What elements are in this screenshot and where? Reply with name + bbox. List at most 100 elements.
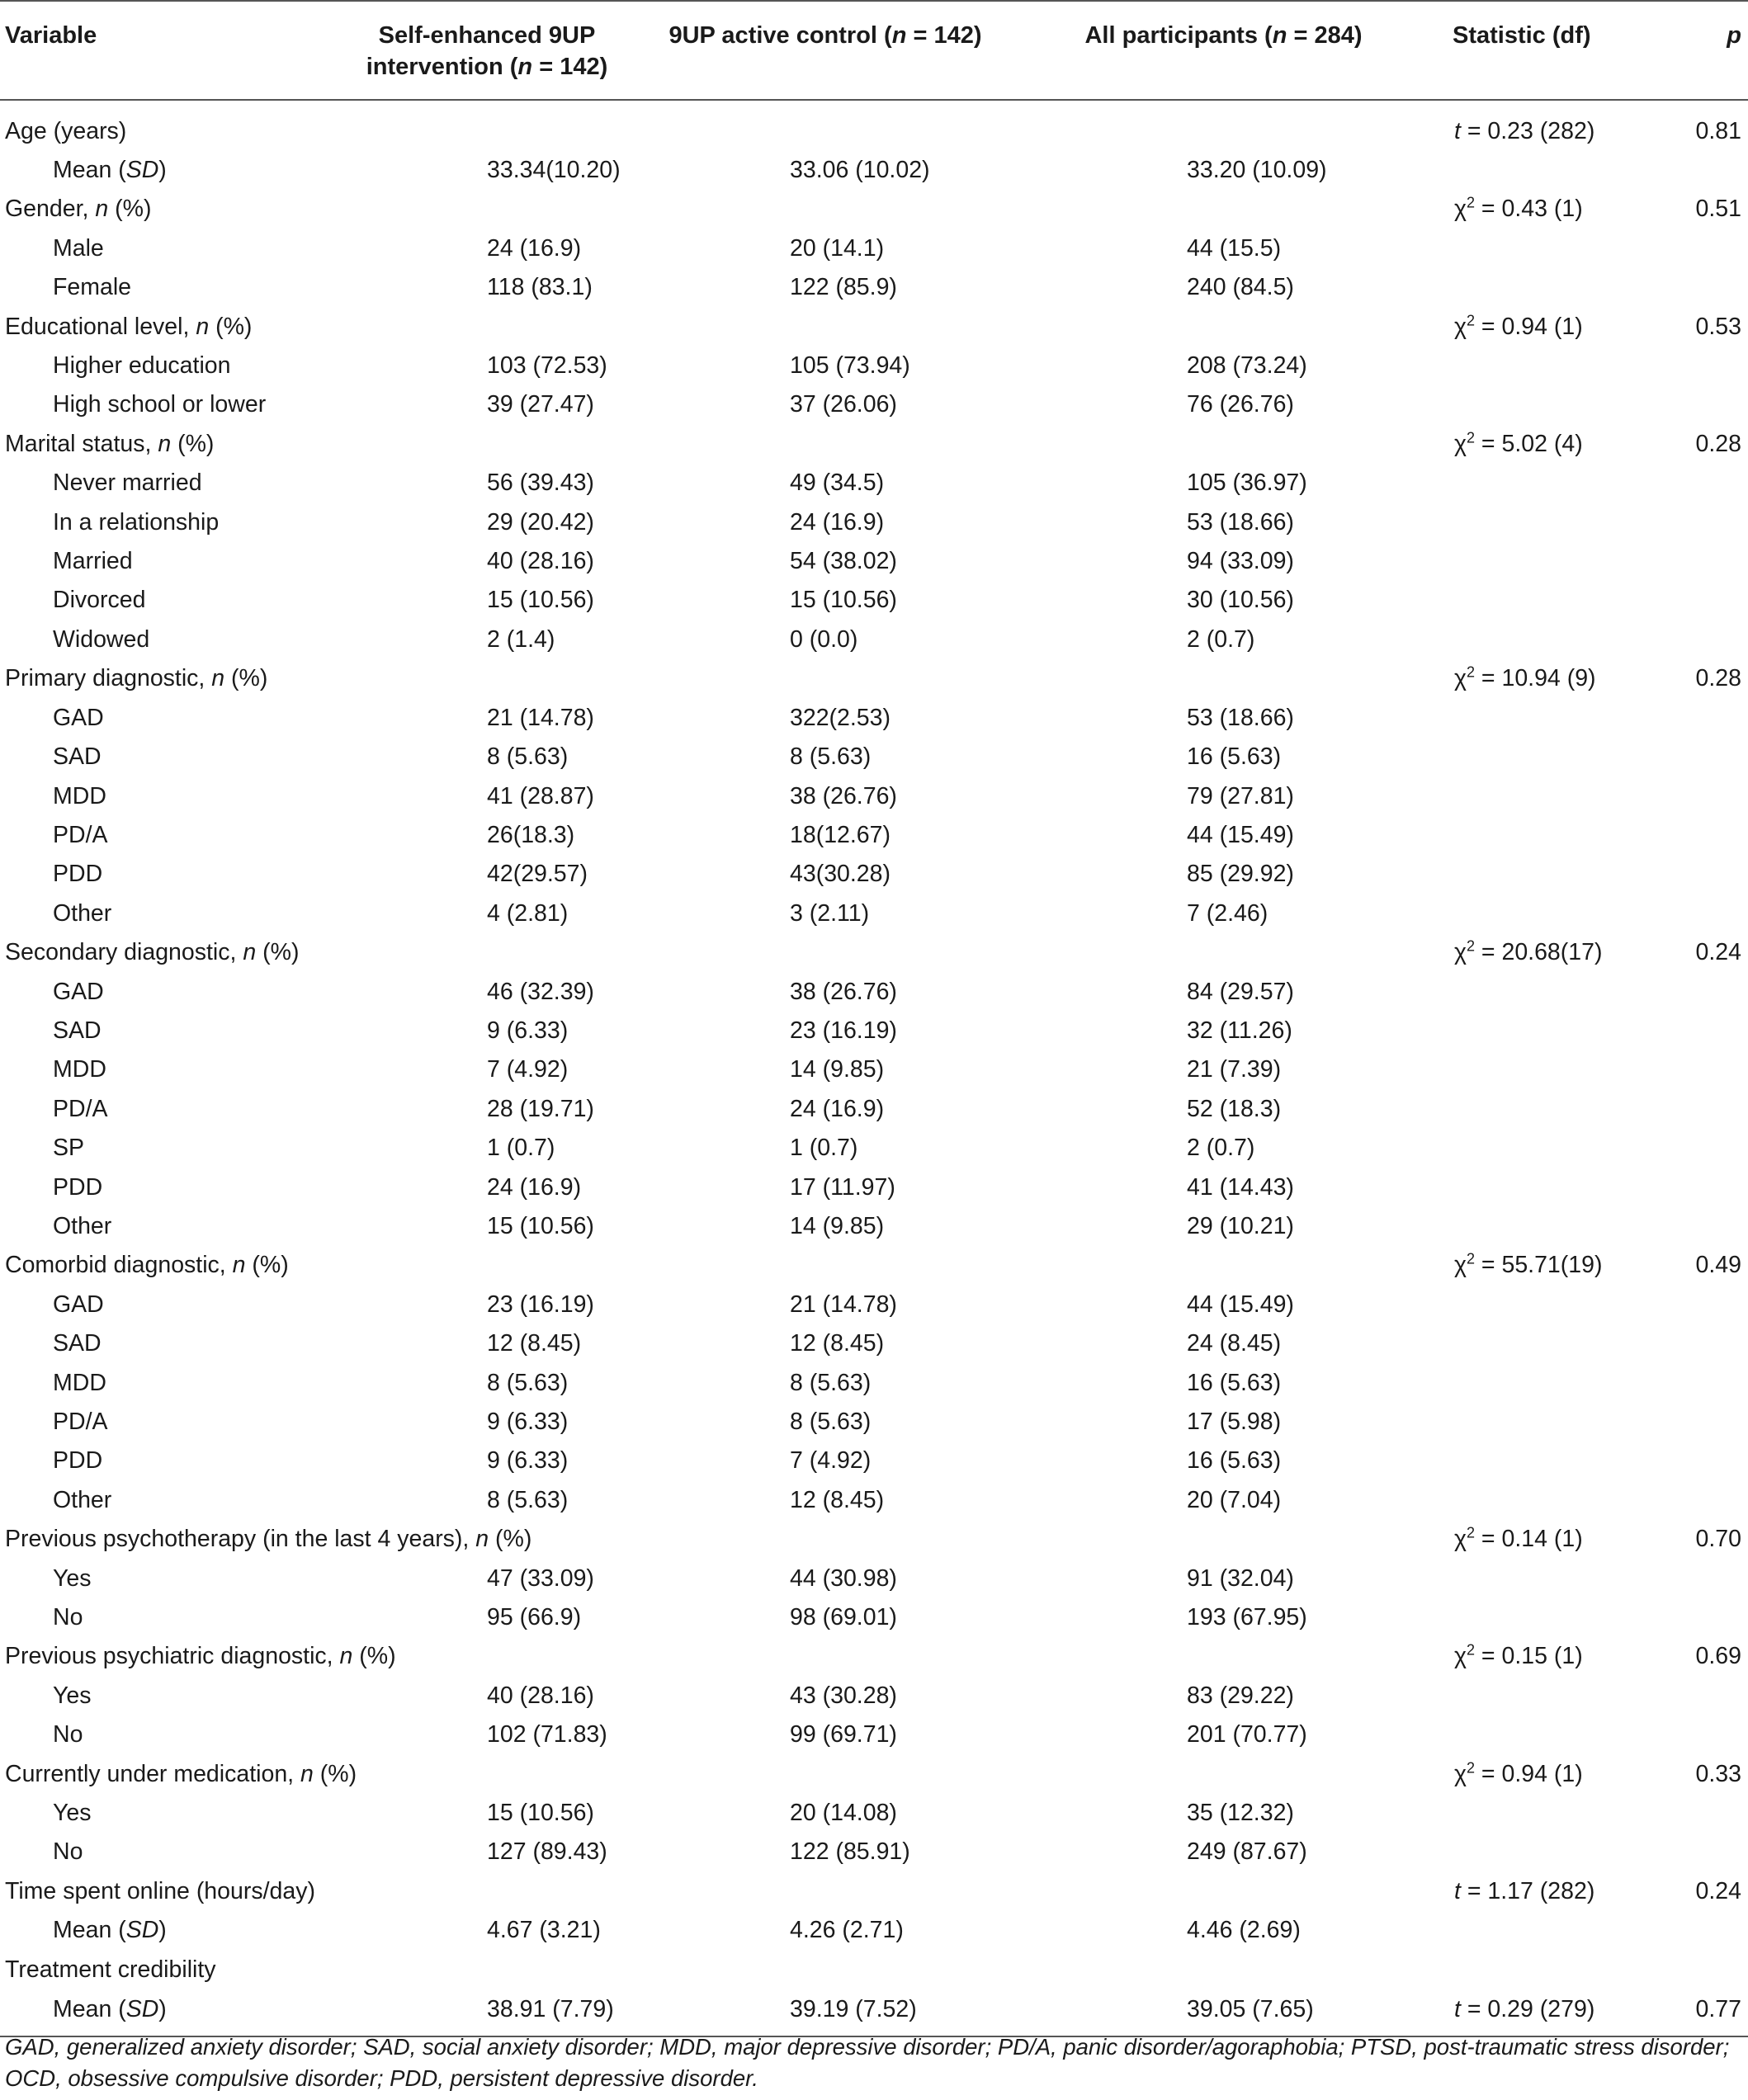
intervention-value: 46 (32.39) <box>487 978 594 1005</box>
all-participants-value <box>1011 100 1436 151</box>
variable-label: Age (years) <box>5 118 127 144</box>
statistic-cell: t = 0.29 (279) <box>1436 1989 1649 2036</box>
table-row: Other 4 (2.81) 3 (2.11) 7 (2.46) <box>0 894 1748 933</box>
variable-label: SAD <box>53 1330 102 1357</box>
statistic-cell <box>1436 347 1649 385</box>
variable-label-tail: (%) <box>256 939 300 966</box>
statistic-symbol: χ <box>1454 1643 1467 1670</box>
statistic-cell: χ2 = 0.14 (1) <box>1436 1520 1649 1559</box>
header-all-tail: = 284) <box>1287 22 1363 49</box>
intervention-value: 8 (5.63) <box>487 743 569 771</box>
demographics-table-container: Variable Self-enhanced 9UP intervention … <box>0 1 1748 2037</box>
variable-label-tail: (%) <box>224 665 268 692</box>
intervention-value: 2 (1.4) <box>487 625 555 653</box>
control-value: 37 (26.06) <box>790 391 897 418</box>
control-value <box>640 1246 1011 1285</box>
control-value: 322(2.53) <box>790 704 891 731</box>
control-value: 122 (85.9) <box>790 274 897 301</box>
all-participants-value: 24 (8.45) <box>1187 1330 1282 1357</box>
all-participants-value: 21 (7.39) <box>1187 1056 1282 1083</box>
intervention-value: 24 (16.9) <box>487 1173 582 1201</box>
p-value <box>1649 542 1748 581</box>
statistic-value: = 0.94 (1) <box>1474 313 1583 340</box>
intervention-value <box>334 1755 640 1794</box>
table-row: GAD 21 (14.78) 322(2.53) 53 (18.66) <box>0 699 1748 738</box>
header-group-intervention-line2: intervention ( <box>366 54 518 80</box>
variable-cell: PDD <box>0 1168 334 1207</box>
statistic-cell <box>1436 1090 1649 1129</box>
header-row: Variable Self-enhanced 9UP intervention … <box>0 1 1748 100</box>
variable-cell: SP <box>0 1129 334 1168</box>
statistic-cell <box>1436 1677 1649 1715</box>
variable-label: Widowed <box>53 625 150 653</box>
variable-cell: MDD <box>0 1364 334 1403</box>
all-participants-value: 33.20 (10.09) <box>1187 157 1327 183</box>
table-row: Female 118 (83.1) 122 (85.9) 240 (84.5) <box>0 268 1748 307</box>
header-p-label: p <box>1727 22 1741 49</box>
variable-label: Higher education <box>53 352 231 380</box>
statistic-cell <box>1436 1324 1649 1363</box>
category-row: Previous psychiatric diagnostic, n (%) χ2… <box>0 1637 1748 1676</box>
intervention-value: 28 (19.71) <box>487 1095 594 1122</box>
variable-label: Married <box>53 548 133 575</box>
all-participants-value: 16 (5.63) <box>1187 1369 1282 1396</box>
intervention-value <box>334 308 640 347</box>
variable-cell: Female <box>0 268 334 307</box>
p-value <box>1649 738 1748 776</box>
p-value <box>1649 1403 1748 1442</box>
statistic-value: = 0.94 (1) <box>1474 1760 1583 1787</box>
variable-cell: Previous psychotherapy (in the last 4 ye… <box>0 1520 531 1559</box>
statistic-cell: χ2 = 0.43 (1) <box>1436 190 1649 229</box>
statistic-superscript: 2 <box>1466 1250 1475 1267</box>
p-value: 0.33 <box>1695 1760 1741 1787</box>
all-participants-value: 35 (12.32) <box>1187 1800 1294 1827</box>
p-value <box>1649 347 1748 385</box>
control-value <box>640 308 1011 347</box>
control-value: 3 (2.11) <box>790 899 870 927</box>
control-value <box>640 1520 1011 1559</box>
all-participants-value: 16 (5.63) <box>1187 743 1282 771</box>
p-value <box>1649 855 1748 894</box>
intervention-value: 4.67 (3.21) <box>487 1917 601 1944</box>
intervention-value: 8 (5.63) <box>487 1369 569 1396</box>
p-value <box>1649 229 1748 268</box>
table-header: Variable Self-enhanced 9UP intervention … <box>0 1 1748 100</box>
control-value <box>640 100 1011 151</box>
statistic-cell <box>1436 621 1649 659</box>
p-value: 0.49 <box>1695 1252 1741 1279</box>
control-value: 33.06 (10.02) <box>790 157 930 183</box>
intervention-value: 102 (71.83) <box>487 1721 607 1748</box>
all-participants-value: 85 (29.92) <box>1187 861 1294 888</box>
header-group-intervention: Self-enhanced 9UP intervention (n = 142) <box>334 1 640 100</box>
all-participants-value: 39.05 (7.65) <box>1187 1996 1314 2023</box>
table-row: No 102 (71.83) 99 (69.71) 201 (70.77) <box>0 1715 1748 1754</box>
variable-cell: Yes <box>0 1560 334 1598</box>
statistic-superscript: 2 <box>1466 1641 1475 1659</box>
intervention-value: 12 (8.45) <box>487 1330 582 1357</box>
variable-label-italic: n <box>475 1526 489 1553</box>
intervention-value: 7 (4.92) <box>487 1056 569 1083</box>
statistic-cell <box>1436 464 1649 503</box>
category-row: Comorbid diagnostic, n (%) χ2 = 55.71(19)… <box>0 1246 1748 1285</box>
p-value <box>1649 1442 1748 1480</box>
statistic-cell <box>1436 503 1649 542</box>
variable-label: Male <box>53 234 104 262</box>
variable-label: SP <box>53 1135 85 1162</box>
statistic-cell <box>1436 268 1649 307</box>
intervention-value <box>334 100 640 151</box>
all-participants-value <box>1011 1872 1436 1911</box>
control-value: 20 (14.08) <box>790 1800 897 1827</box>
variable-label: PD/A <box>53 1095 108 1122</box>
table-row: High school or lower 39 (27.47) 37 (26.06)… <box>0 385 1748 424</box>
control-value: 44 (30.98) <box>790 1564 897 1592</box>
variable-label: Comorbid diagnostic, <box>5 1252 233 1279</box>
p-value: 0.28 <box>1695 430 1741 457</box>
control-value <box>640 933 1011 972</box>
intervention-value: 103 (72.53) <box>487 352 607 380</box>
intervention-value: 9 (6.33) <box>487 1017 569 1044</box>
table-row: MDD 7 (4.92) 14 (9.85) 21 (7.39) <box>0 1050 1748 1089</box>
p-value <box>1649 268 1748 307</box>
category-row: Currently under medication, n (%) χ2 = 0.… <box>0 1755 1748 1794</box>
control-value: 24 (16.9) <box>790 508 885 536</box>
control-value: 14 (9.85) <box>790 1212 885 1239</box>
